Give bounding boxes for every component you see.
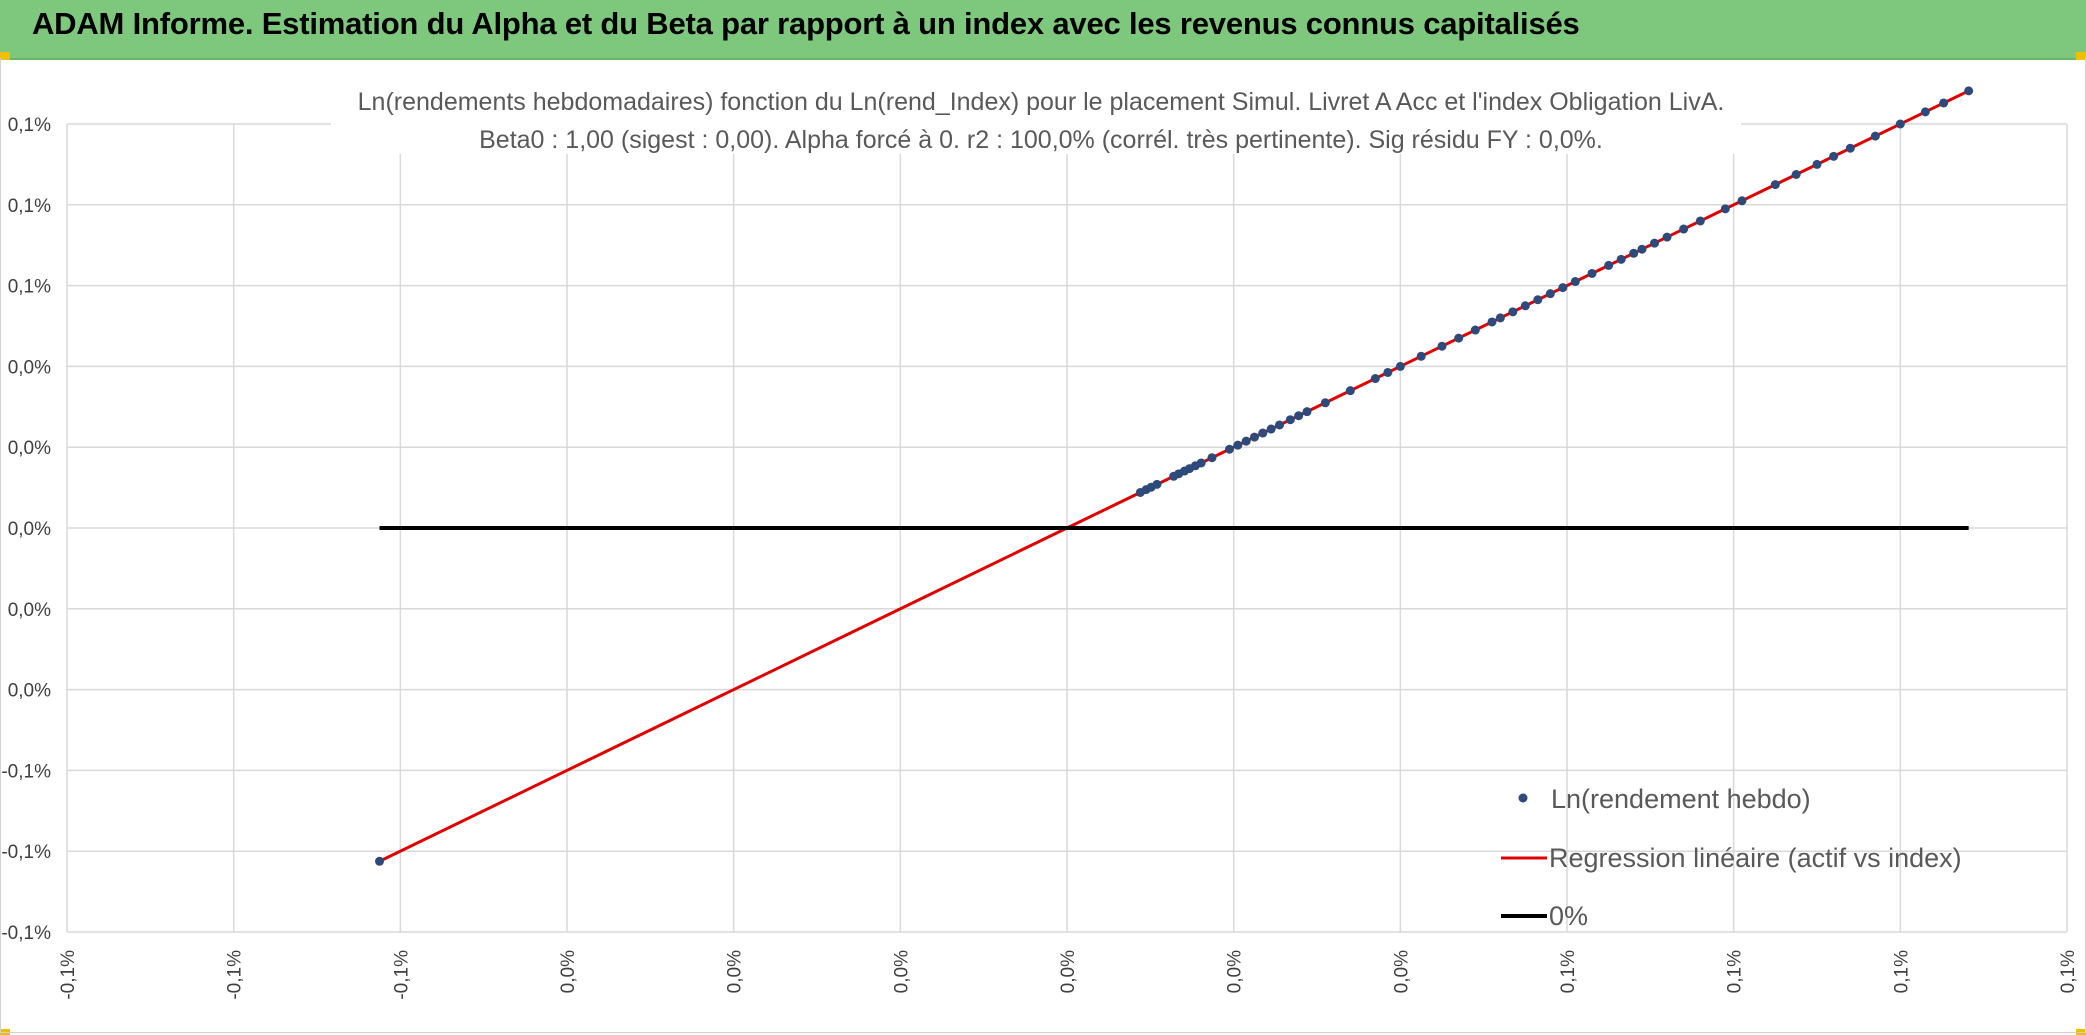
y-tick-label: 0,1% [8, 196, 51, 217]
x-tick-label: -0,1% [391, 950, 412, 1000]
data-point [1495, 313, 1505, 323]
data-point [1637, 244, 1647, 254]
legend-label-points: Ln(rendement hebdo) [1551, 784, 1811, 814]
chart-title: Ln(rendements hebdomadaires) fonction du… [358, 88, 1725, 116]
legend-point-marker [1518, 793, 1528, 803]
x-tick-label: -0,1% [58, 950, 79, 1000]
data-point [1737, 196, 1747, 206]
data-point [1720, 204, 1730, 214]
data-point [1302, 407, 1312, 417]
data-point [1294, 411, 1304, 421]
data-point [1470, 325, 1480, 335]
report-title: ADAM Informe. Estimation du Alpha et du … [32, 6, 1580, 41]
data-point [1225, 444, 1234, 454]
data-point [1152, 479, 1162, 489]
report-banner: ADAM Informe. Estimation du Alpha et du … [0, 0, 2086, 60]
data-point [1558, 283, 1568, 293]
data-point [1207, 453, 1217, 463]
data-point [1196, 458, 1206, 468]
data-point [1650, 238, 1659, 248]
y-tick-label: -0,1% [1, 923, 51, 944]
data-point [1250, 432, 1259, 442]
data-point [1320, 398, 1330, 408]
data-point [1870, 131, 1880, 141]
data-point [1616, 254, 1626, 264]
data-point [1370, 374, 1380, 384]
data-point [1345, 386, 1355, 396]
x-tick-label: 0,0% [725, 950, 746, 993]
scatter-chart: 0,1% 0,1% 0,1% 0,0% 0,0% 0,0% 0,0% 0,0% -0,1% -0,… [1, 84, 2079, 1000]
data-point [1487, 317, 1497, 327]
x-tick-label: 0,0% [558, 950, 579, 993]
y-tick-label: 0,0% [8, 600, 51, 621]
data-point [1570, 277, 1580, 287]
data-point [1845, 143, 1855, 153]
data-point [1533, 295, 1543, 305]
legend-label-regression: Regression linéaire (actif vs index) [1549, 843, 1962, 873]
data-point [1275, 420, 1284, 430]
data-point [1662, 232, 1672, 242]
y-tick-label: 0,0% [8, 357, 51, 378]
data-point [1791, 170, 1801, 179]
x-tick-label: 0,1% [2058, 950, 2079, 993]
data-point [1920, 107, 1930, 117]
chart-subtitle: Beta0 : 1,00 (sigest : 0,00). Alpha forc… [479, 126, 1603, 154]
data-point [1241, 436, 1251, 446]
data-point [1770, 180, 1780, 190]
data-point [1964, 86, 1974, 96]
data-point [1587, 268, 1597, 278]
data-point [1383, 367, 1393, 377]
series-points [375, 86, 1974, 866]
data-point [375, 856, 384, 866]
data-point [1812, 159, 1822, 169]
y-tick-label: 0,0% [8, 438, 51, 459]
x-tick-label: 0,0% [891, 950, 912, 993]
x-tick-label: 0,0% [1225, 950, 1246, 993]
data-point [1939, 98, 1949, 108]
legend-label-zero: 0% [1549, 901, 1588, 931]
x-tick-label: 0,0% [1058, 950, 1079, 993]
data-point [1545, 289, 1555, 299]
data-point [1416, 351, 1426, 361]
data-point [1679, 224, 1689, 234]
data-point [1604, 260, 1614, 270]
data-point [1629, 248, 1639, 258]
data-point [1285, 415, 1295, 425]
data-point [1829, 151, 1839, 161]
data-point [1520, 301, 1530, 311]
data-point [1395, 361, 1405, 371]
x-tick-label: 0,1% [1891, 950, 1912, 993]
corner-marker-left [0, 52, 10, 60]
y-tick-label: 0,1% [8, 115, 51, 136]
corner-marker-right [2076, 52, 2086, 60]
data-point [1508, 307, 1518, 317]
title-background [331, 84, 1741, 154]
y-tick-label: 0,1% [8, 277, 51, 298]
data-point [1266, 424, 1276, 434]
data-point [1454, 333, 1464, 343]
data-point [1695, 216, 1705, 226]
data-point [1233, 440, 1243, 450]
y-tick-label: -0,1% [1, 761, 51, 782]
y-tick-label: 0,0% [8, 519, 51, 540]
y-tick-label: -0,1% [1, 842, 51, 863]
x-tick-label: 0,0% [1391, 950, 1412, 993]
x-tick-label: 0,1% [1558, 950, 1579, 993]
data-point [1895, 119, 1905, 129]
x-tick-label: -0,1% [225, 950, 246, 1000]
y-tick-label: 0,0% [8, 681, 51, 702]
chart-area: 0,1% 0,1% 0,1% 0,0% 0,0% 0,0% 0,0% 0,0% -0,1% -0,… [0, 58, 2086, 1033]
data-point [1258, 428, 1268, 438]
tick-labels: 0,1% 0,1% 0,1% 0,0% 0,0% 0,0% 0,0% 0,0% -0,1% -0,… [1, 115, 2079, 1000]
legend: Ln(rendement hebdo) Regression linéaire … [1501, 784, 1962, 931]
x-tick-label: 0,1% [1725, 950, 1746, 993]
data-point [1437, 341, 1447, 351]
